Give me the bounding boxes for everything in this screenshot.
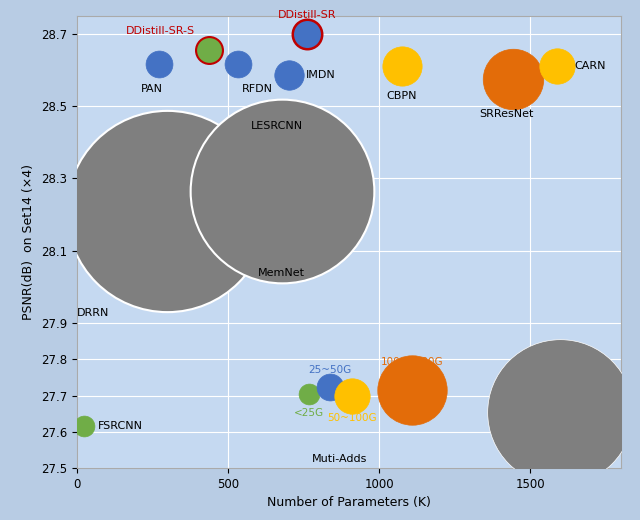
Point xyxy=(302,30,312,38)
Text: Muti-Adds: Muti-Adds xyxy=(312,454,367,464)
Text: IMDN: IMDN xyxy=(306,70,335,80)
Point xyxy=(233,60,243,69)
Point xyxy=(325,382,335,391)
Point xyxy=(304,389,314,398)
Point xyxy=(397,62,407,70)
Point xyxy=(508,75,518,83)
Point xyxy=(154,60,164,69)
Text: PAN: PAN xyxy=(141,84,163,94)
Text: SRResNet: SRResNet xyxy=(479,110,533,120)
Text: FSRCNN: FSRCNN xyxy=(99,421,143,432)
Text: DDistill-SR: DDistill-SR xyxy=(278,10,337,20)
Text: >1000G: >1000G xyxy=(539,446,582,456)
Point xyxy=(407,386,417,394)
Text: 100~1000G: 100~1000G xyxy=(381,357,444,368)
Point xyxy=(276,187,287,196)
Text: DRRN: DRRN xyxy=(77,308,109,318)
Text: LESRCNN: LESRCNN xyxy=(251,121,303,131)
Text: RFDN: RFDN xyxy=(243,84,273,94)
Point xyxy=(162,207,172,215)
Text: 50~100G: 50~100G xyxy=(327,413,376,423)
Point xyxy=(556,408,566,416)
Point xyxy=(347,392,357,400)
Y-axis label: PSNR(dB)  on Set14 (×4): PSNR(dB) on Set14 (×4) xyxy=(22,164,35,320)
X-axis label: Number of Parameters (K): Number of Parameters (K) xyxy=(267,496,431,509)
Point xyxy=(204,46,214,54)
Text: CARN: CARN xyxy=(574,61,605,71)
Text: <25G: <25G xyxy=(294,408,324,418)
Point xyxy=(232,122,242,130)
Point xyxy=(284,71,294,80)
Point xyxy=(552,62,563,70)
Text: MemNet: MemNet xyxy=(258,267,305,278)
Text: CBPN: CBPN xyxy=(387,92,417,101)
Text: 25~50G: 25~50G xyxy=(308,365,352,375)
Point xyxy=(79,422,90,431)
Text: DDistill-SR-S: DDistill-SR-S xyxy=(126,26,195,36)
